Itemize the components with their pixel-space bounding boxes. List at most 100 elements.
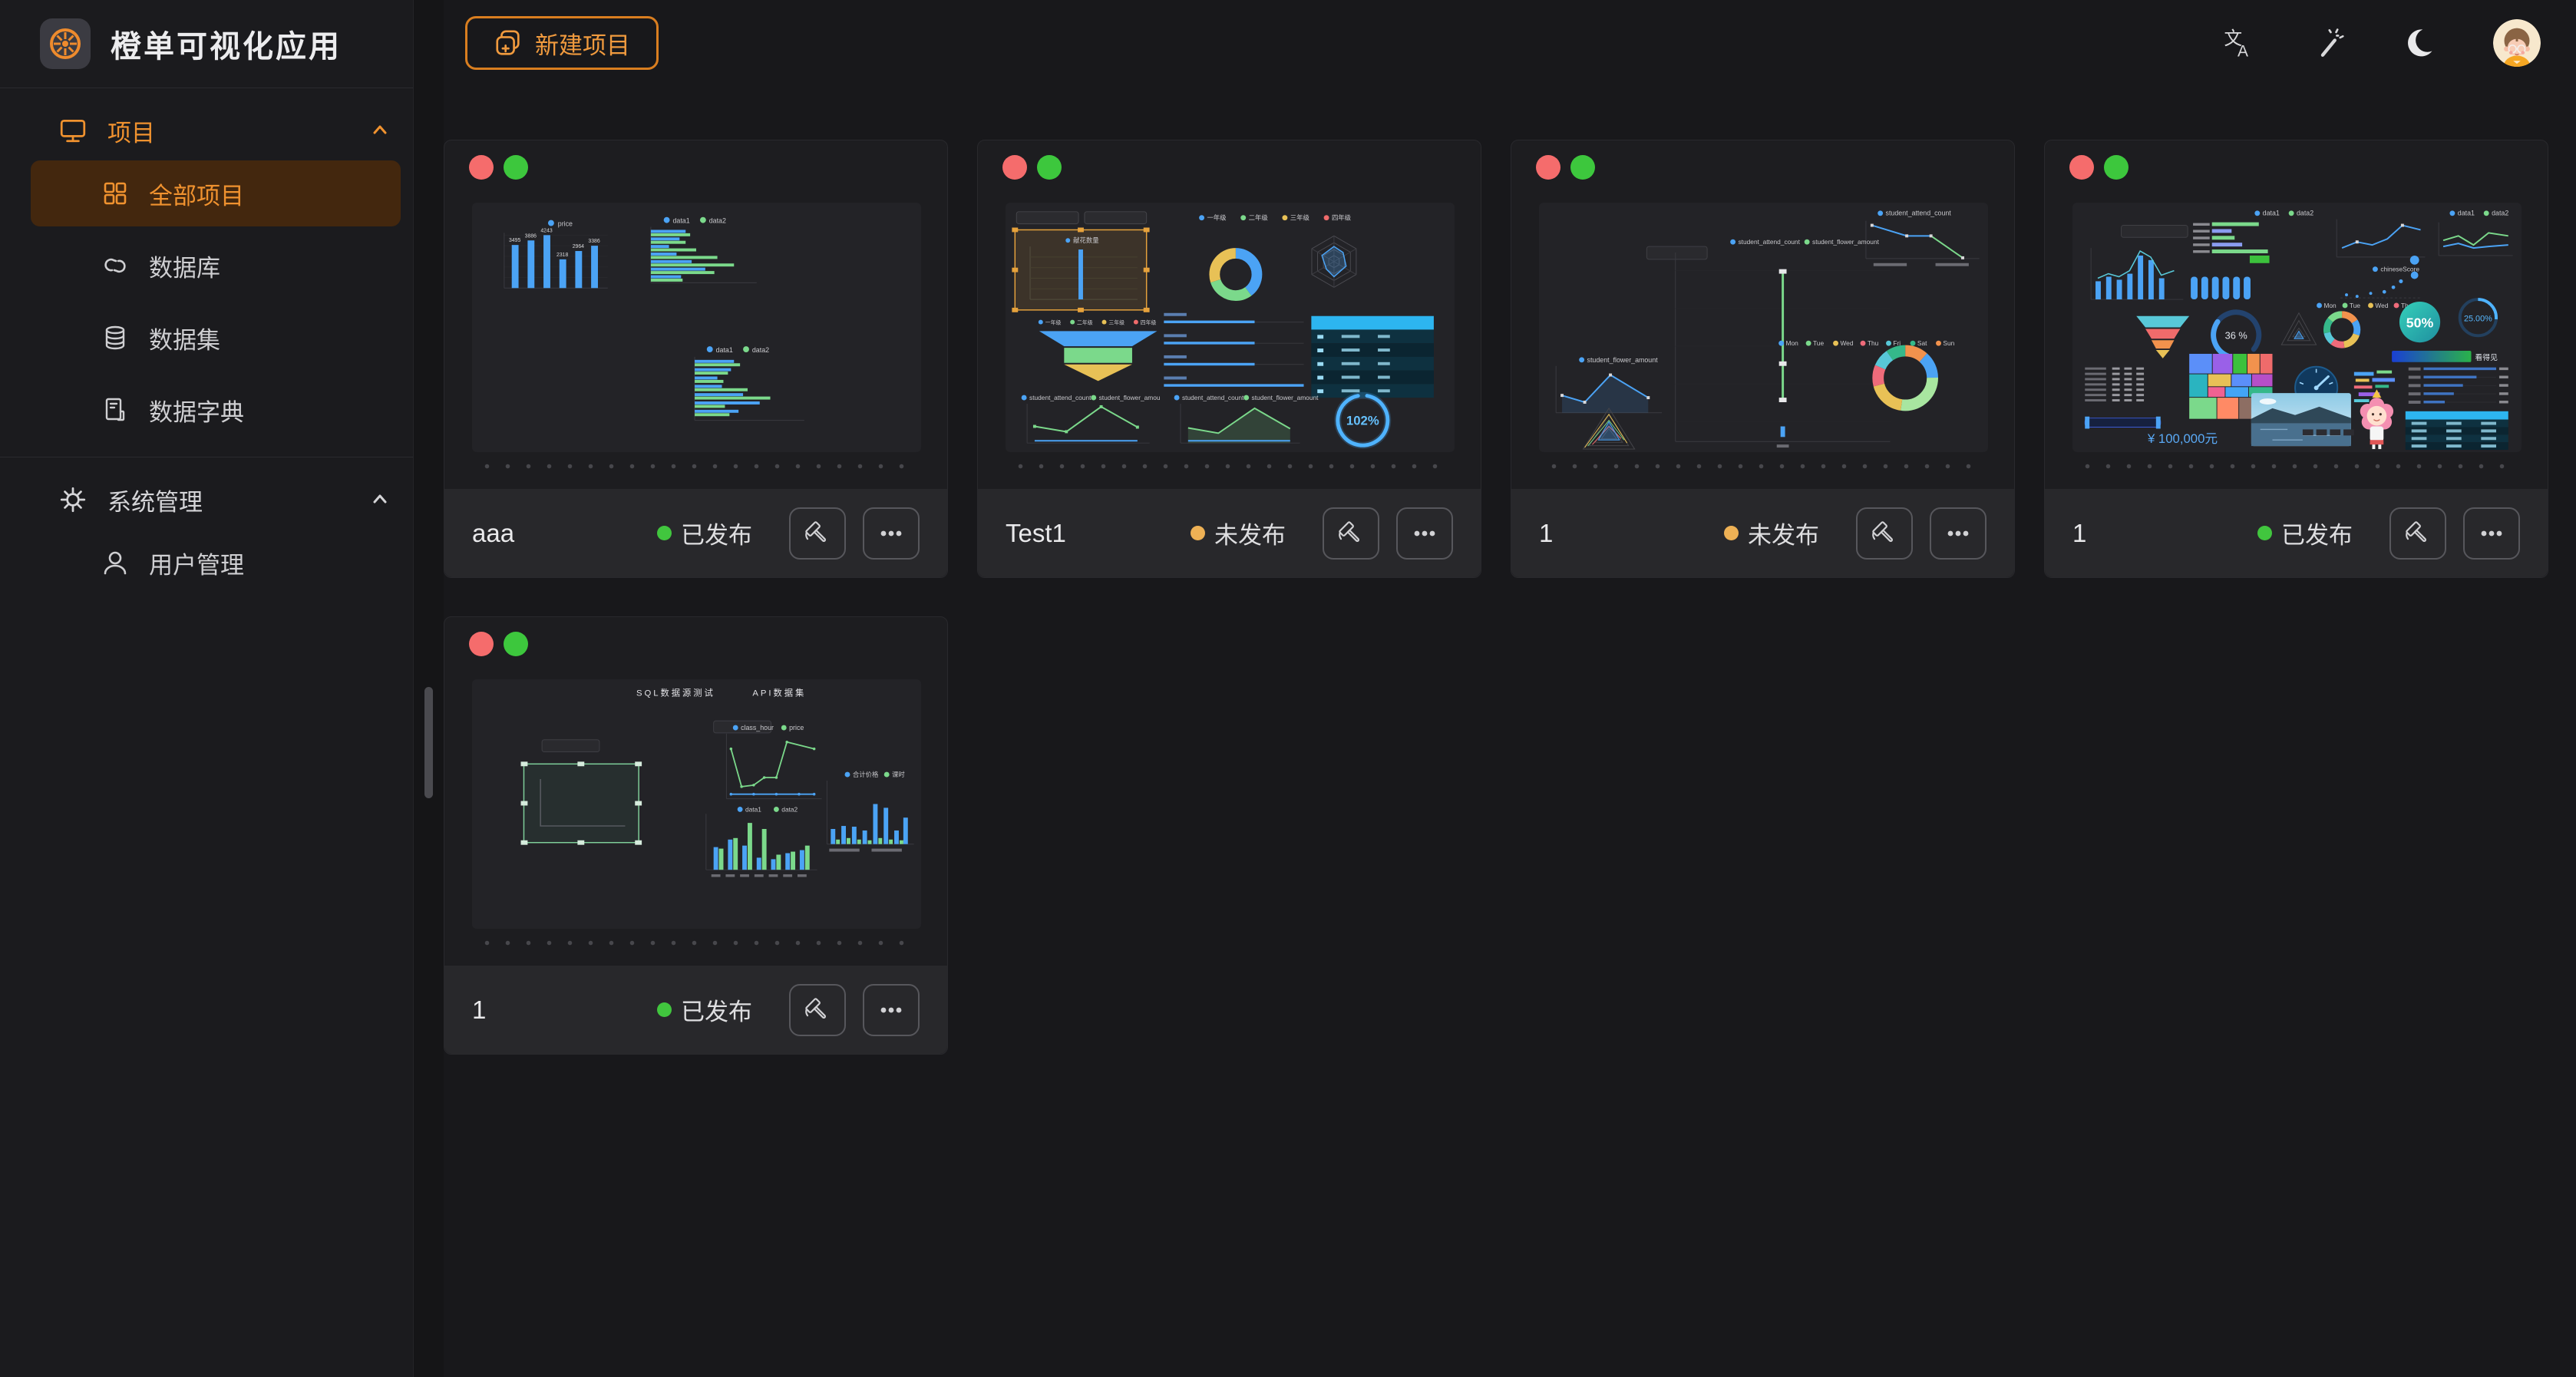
topbar-actions: 文 A	[2221, 0, 2576, 85]
chevron-up-icon	[373, 125, 387, 134]
group-label: 系统管理	[107, 488, 203, 516]
card-footer: Test1 未发布	[978, 489, 1481, 577]
project-card[interactable]: price 3495 3886 4243 2318 2964 3386	[444, 140, 948, 578]
project-thumbnail[interactable]: SQL数据源测试 API数据集	[472, 679, 921, 929]
svg-text:3886: 3886	[525, 233, 537, 239]
project-thumbnail[interactable]: 一年级 二年级 三年级 四年级 献花数量	[1006, 203, 1455, 452]
svg-text:二年级: 二年级	[1077, 319, 1093, 326]
svg-text:data1: data1	[2458, 210, 2475, 217]
project-thumbnail[interactable]: student_attend_count student_attend_coun…	[1539, 203, 1988, 452]
ellipsis-icon	[1414, 530, 1435, 536]
project-thumbnail[interactable]: data1 data2 data1 data2	[2072, 203, 2522, 452]
project-card[interactable]: student_attend_count student_attend_coun…	[1511, 140, 2015, 578]
sidebar-item-dataset[interactable]: 数据集	[31, 305, 401, 371]
more-actions-button[interactable]	[1396, 507, 1453, 560]
app-title: 橙单可视化应用	[111, 30, 342, 64]
card-status-dots	[469, 632, 528, 656]
svg-text:class_hour: class_hour	[741, 724, 774, 731]
edit-project-button[interactable]	[789, 983, 846, 1036]
project-grid: price 3495 3886 4243 2318 2964 3386	[444, 140, 2548, 1055]
card-footer: 1 未发布	[1511, 489, 2014, 577]
red-dot	[1536, 155, 1560, 180]
status-badge: 未发布	[1191, 516, 1286, 550]
sidebar-item-dictionary[interactable]: 数据字典	[31, 377, 401, 443]
app-header: 橙单可视化应用	[0, 0, 444, 88]
sidebar-group-system[interactable]: 系统管理	[0, 476, 401, 523]
grid-icon	[104, 182, 127, 205]
card-status-dots	[1002, 155, 1062, 180]
green-dot	[1037, 155, 1062, 180]
svg-text:Fri: Fri	[1893, 339, 1901, 347]
svg-text:三年级: 三年级	[1108, 319, 1125, 326]
project-card[interactable]: 一年级 二年级 三年级 四年级 献花数量	[977, 140, 1481, 578]
sidebar-item-label: 数据字典	[149, 398, 244, 426]
card-dotted-divider	[1539, 463, 1986, 470]
svg-text:data1: data1	[716, 346, 733, 354]
svg-text:student_flower_amou: student_flower_amou	[1099, 394, 1161, 401]
svg-text:二年级: 二年级	[1249, 214, 1269, 222]
svg-text:2964: 2964	[573, 244, 584, 249]
more-actions-button[interactable]	[2463, 507, 2520, 560]
svg-text:data2: data2	[709, 217, 726, 225]
svg-text:data2: data2	[752, 346, 769, 354]
svg-text:Mon: Mon	[1786, 339, 1799, 347]
status-badge: 已发布	[2257, 516, 2353, 550]
chevron-up-icon	[373, 494, 387, 504]
svg-text:student_flower_amount: student_flower_amount	[1812, 238, 1880, 246]
svg-text:data1: data1	[672, 217, 689, 225]
project-thumbnail[interactable]: price 3495 3886 4243 2318 2964 3386	[472, 203, 921, 452]
more-actions-button[interactable]	[863, 983, 920, 1036]
user-icon	[104, 551, 127, 575]
status-badge: 已发布	[657, 516, 752, 550]
svg-text:四年级: 四年级	[1141, 319, 1157, 326]
svg-text:chineseScore: chineseScore	[2380, 266, 2419, 273]
sidebar-group-projects[interactable]: 项目	[0, 107, 401, 154]
sidebar-scrollbar-thumb[interactable]	[424, 687, 433, 798]
avatar[interactable]	[2493, 18, 2541, 67]
sidebar-item-all-projects[interactable]: 全部项目	[31, 160, 401, 226]
svg-text:课时: 课时	[892, 771, 905, 778]
sidebar-item-database[interactable]: 数据库	[31, 233, 401, 299]
svg-text:Sun: Sun	[1943, 339, 1954, 347]
card-dotted-divider	[1006, 463, 1453, 470]
language-icon[interactable]: 文 A	[2221, 27, 2254, 59]
svg-text:API数据集: API数据集	[752, 688, 806, 698]
monitor-icon	[60, 119, 86, 143]
more-actions-button[interactable]	[863, 507, 920, 560]
green-dot	[504, 632, 528, 656]
sidebar-scrollbar-track	[413, 0, 444, 1377]
red-dot	[2069, 155, 2094, 180]
svg-text:data2: data2	[2492, 210, 2508, 217]
svg-text:献花数量: 献花数量	[1073, 236, 1098, 244]
svg-text:看得见: 看得见	[2475, 352, 2498, 362]
magic-wand-icon[interactable]	[2312, 27, 2344, 59]
card-dotted-divider	[2072, 463, 2520, 470]
status-dot	[657, 526, 672, 540]
edit-project-button[interactable]	[2389, 507, 2446, 560]
new-project-label: 新建项目	[535, 31, 630, 59]
app-logo	[40, 18, 91, 69]
svg-text:student_attend_count: student_attend_count	[1029, 394, 1091, 401]
moon-icon[interactable]	[2403, 27, 2435, 59]
svg-text:student_flower_amount: student_flower_amount	[1587, 356, 1659, 364]
status-dot	[1724, 526, 1739, 540]
ellipsis-icon	[1947, 530, 1969, 536]
sidebar-item-user-management[interactable]: 用户管理	[31, 530, 401, 596]
project-card[interactable]: SQL数据源测试 API数据集	[444, 616, 948, 1055]
svg-text:2318: 2318	[556, 253, 568, 258]
card-status-dots	[2069, 155, 2129, 180]
svg-text:Tue: Tue	[1813, 339, 1824, 347]
new-project-button[interactable]: 新建项目	[465, 16, 659, 70]
project-card[interactable]: data1 data2 data1 data2	[2044, 140, 2548, 578]
svg-text:50%: 50%	[2406, 315, 2434, 331]
card-dotted-divider	[472, 463, 920, 470]
more-actions-button[interactable]	[1930, 507, 1986, 560]
svg-text:student_attend_count: student_attend_count	[1739, 238, 1801, 246]
green-dot	[1570, 155, 1595, 180]
edit-project-button[interactable]	[1323, 507, 1379, 560]
svg-text:36 %: 36 %	[2225, 329, 2247, 341]
svg-text:四年级: 四年级	[1332, 214, 1352, 222]
edit-project-button[interactable]	[789, 507, 846, 560]
edit-project-button[interactable]	[1856, 507, 1913, 560]
svg-text:data1: data1	[2263, 210, 2280, 217]
